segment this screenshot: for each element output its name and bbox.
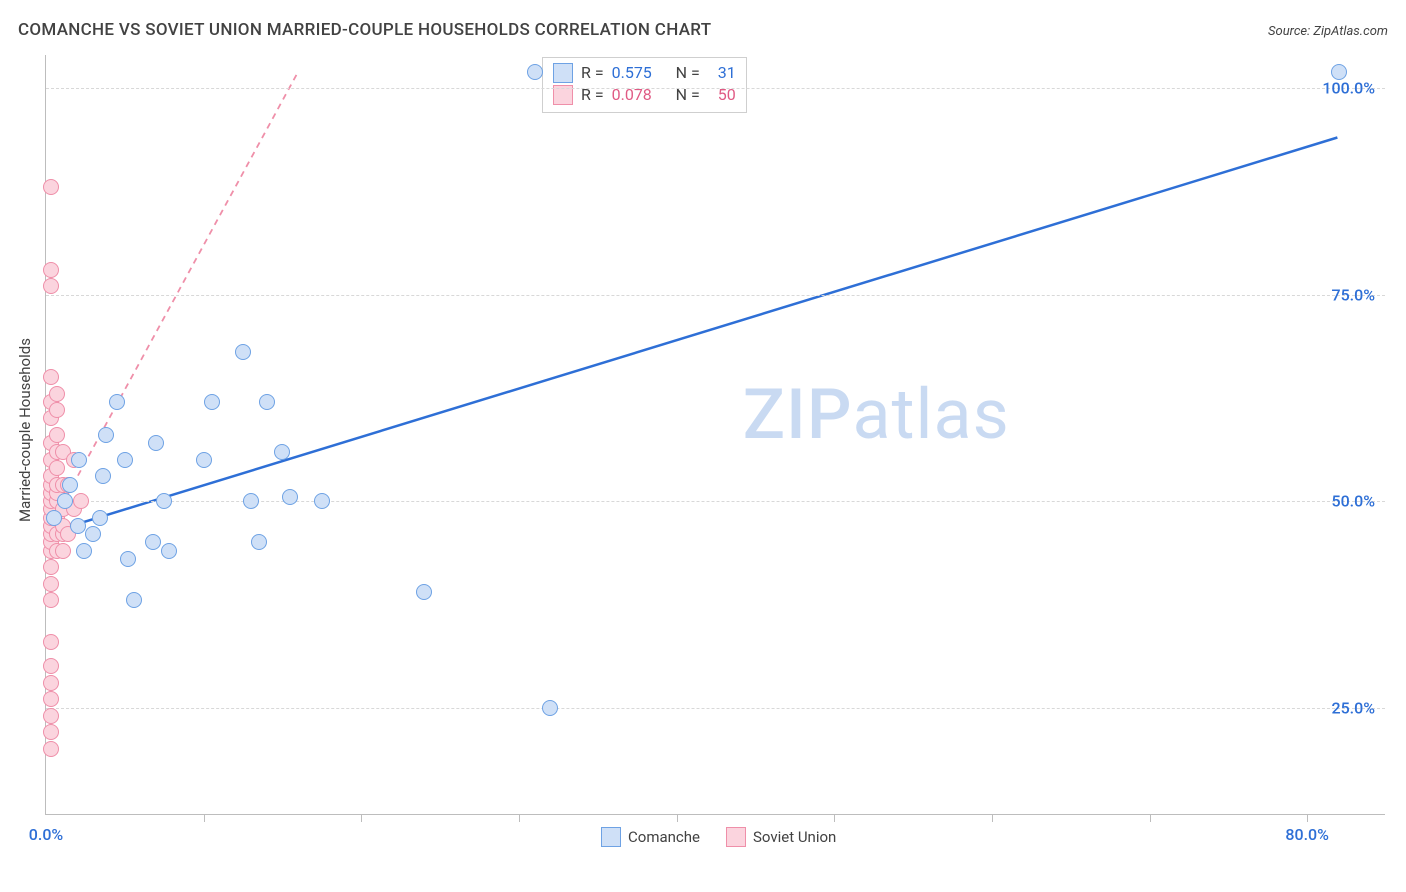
soviet-point bbox=[49, 402, 65, 418]
stats-row-comanche: R = 0.575 N = 31 bbox=[553, 62, 736, 84]
gridline bbox=[46, 295, 1385, 296]
stat-r-label: R = bbox=[581, 62, 604, 84]
trend-lines bbox=[46, 55, 1385, 814]
y-axis-label: Married-couple Households bbox=[16, 338, 34, 522]
y-tick-label: 50.0% bbox=[1331, 492, 1375, 511]
comanche-point bbox=[161, 543, 177, 559]
comanche-point bbox=[259, 394, 275, 410]
soviet-point bbox=[49, 460, 65, 476]
soviet-point bbox=[43, 675, 59, 691]
soviet-point bbox=[43, 634, 59, 650]
x-tick bbox=[992, 814, 993, 822]
comanche-point bbox=[1331, 64, 1347, 80]
comanche-point bbox=[542, 700, 558, 716]
y-tick-label: 100.0% bbox=[1322, 79, 1375, 98]
comanche-point bbox=[76, 543, 92, 559]
x-tick-label: 0.0% bbox=[29, 825, 63, 844]
chart-title: COMANCHE VS SOVIET UNION MARRIED-COUPLE … bbox=[18, 20, 711, 40]
soviet-point bbox=[55, 543, 71, 559]
series-legend: Comanche Soviet Union bbox=[601, 827, 836, 847]
comanche-point bbox=[85, 526, 101, 542]
correlation-stats-box: R =0.575 N =31R =0.078 N =50 bbox=[542, 57, 747, 113]
x-tick bbox=[834, 814, 835, 822]
comanche-point bbox=[98, 427, 114, 443]
legend-item-soviet: Soviet Union bbox=[726, 827, 836, 847]
comanche-point bbox=[117, 452, 133, 468]
comanche-point bbox=[109, 394, 125, 410]
comanche-point bbox=[46, 510, 62, 526]
comanche-point bbox=[204, 394, 220, 410]
comanche-point bbox=[95, 468, 111, 484]
comanche-point bbox=[92, 510, 108, 526]
comanche-point bbox=[274, 444, 290, 460]
soviet-point bbox=[43, 369, 59, 385]
comanche-point bbox=[71, 452, 87, 468]
comanche-point bbox=[62, 477, 78, 493]
x-tick bbox=[1307, 814, 1308, 822]
comanche-point bbox=[57, 493, 73, 509]
stat-n-value: 31 bbox=[708, 62, 736, 84]
legend-label: Comanche bbox=[628, 828, 700, 846]
soviet-point bbox=[43, 278, 59, 294]
scatter-plot: ZIPatlas R =0.575 N =31R =0.078 N =50 25… bbox=[45, 55, 1385, 815]
comanche-point bbox=[243, 493, 259, 509]
soviet-point bbox=[73, 493, 89, 509]
x-tick bbox=[1150, 814, 1151, 822]
comanche-point bbox=[196, 452, 212, 468]
soviet-point bbox=[43, 658, 59, 674]
comanche-point bbox=[148, 435, 164, 451]
comanche-point bbox=[70, 518, 86, 534]
legend-swatch-icon bbox=[553, 63, 573, 83]
soviet-point bbox=[43, 691, 59, 707]
soviet-point bbox=[43, 724, 59, 740]
soviet-point bbox=[43, 262, 59, 278]
soviet-point bbox=[43, 592, 59, 608]
legend-item-comanche: Comanche bbox=[601, 827, 700, 847]
stat-r-value: 0.575 bbox=[612, 62, 664, 84]
x-tick-label: 80.0% bbox=[1285, 825, 1329, 844]
watermark: ZIPatlas bbox=[743, 374, 1010, 456]
soviet-point bbox=[43, 179, 59, 195]
comanche-point bbox=[235, 344, 251, 360]
comanche-point bbox=[314, 493, 330, 509]
y-tick-label: 75.0% bbox=[1331, 285, 1375, 304]
legend-label: Soviet Union bbox=[753, 828, 836, 846]
y-tick-label: 25.0% bbox=[1331, 698, 1375, 717]
soviet-point bbox=[43, 741, 59, 757]
source-attribution: Source: ZipAtlas.com bbox=[1268, 24, 1388, 39]
comanche-point bbox=[416, 584, 432, 600]
comanche-point bbox=[145, 534, 161, 550]
legend-swatch-icon bbox=[726, 827, 746, 847]
soviet-point bbox=[49, 427, 65, 443]
comanche-point bbox=[156, 493, 172, 509]
x-tick bbox=[677, 814, 678, 822]
comanche-point bbox=[126, 592, 142, 608]
soviet-point bbox=[43, 576, 59, 592]
x-tick bbox=[361, 814, 362, 822]
comanche-point bbox=[251, 534, 267, 550]
x-tick bbox=[204, 814, 205, 822]
stat-n-label: N = bbox=[672, 62, 700, 84]
comanche-point bbox=[282, 489, 298, 505]
gridline bbox=[46, 708, 1385, 709]
gridline bbox=[46, 88, 1385, 89]
soviet-point bbox=[43, 708, 59, 724]
soviet-point bbox=[49, 386, 65, 402]
legend-swatch-icon bbox=[601, 827, 621, 847]
comanche-point bbox=[120, 551, 136, 567]
x-tick bbox=[519, 814, 520, 822]
comanche-trendline bbox=[46, 138, 1337, 534]
soviet-point bbox=[43, 559, 59, 575]
comanche-point bbox=[527, 64, 543, 80]
